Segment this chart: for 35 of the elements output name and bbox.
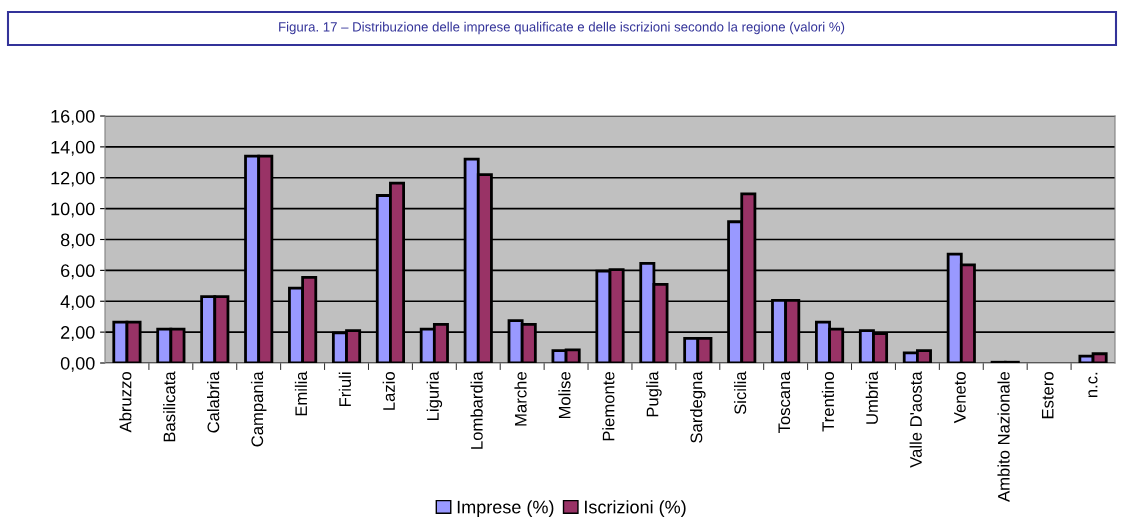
- x-tick-label: Emilia: [294, 371, 308, 416]
- y-tick-label: 16,00: [51, 109, 95, 125]
- y-tick-label: 4,00: [60, 295, 95, 311]
- y-tick-label: 14,00: [51, 140, 95, 156]
- x-tick-label: Basilicata: [163, 371, 176, 442]
- x-tick-label: Sicilia: [733, 371, 747, 415]
- x-tick-label: Valle D'aosta: [909, 371, 922, 468]
- x-tick-label: Lombardia: [470, 371, 483, 449]
- x-tick-label: Umbria: [865, 371, 878, 424]
- y-tick-label: 8,00: [60, 233, 95, 249]
- y-tick-label: 6,00: [61, 264, 95, 280]
- x-tick-label: Trentino: [821, 372, 835, 432]
- x-tick-label: Toscana: [778, 371, 791, 434]
- chart-title: Figura. 17 – Distribuzione delle imprese qualificate e delle iscrizioni secondo la regione (valori %): [279, 21, 845, 35]
- y-tick-label: 0,00: [60, 356, 95, 372]
- x-tick-label: Marche: [514, 372, 527, 426]
- x-tick-label: n.c.: [1088, 372, 1098, 398]
- x-tick-label: Piemonte: [602, 372, 615, 441]
- x-tick-label: Sardegna: [690, 371, 706, 443]
- y-tick-label: 12,00: [51, 171, 95, 187]
- legend-label: Imprese (%): [457, 500, 554, 518]
- x-tick-label: Abruzzo: [119, 372, 132, 433]
- x-tick-label: Calabria: [207, 371, 220, 433]
- x-tick-label: Campania: [250, 371, 267, 447]
- x-tick-label: Estero: [1041, 372, 1054, 419]
- x-tick-label: Lazio: [382, 372, 395, 410]
- x-tick-label: Puglia: [646, 371, 662, 417]
- legend-label: Iscrizioni (%): [585, 500, 686, 518]
- x-tick-label: Friuli: [338, 372, 351, 407]
- y-tick-label: 2,00: [61, 326, 95, 341]
- x-tick-label: Ambito Nazionale: [997, 372, 1010, 502]
- x-tick-label: Molise: [558, 372, 571, 419]
- x-tick-label: Liguria: [426, 371, 443, 420]
- x-tick-label: Veneto: [954, 372, 966, 424]
- y-tick-label: 10,00: [51, 202, 95, 218]
